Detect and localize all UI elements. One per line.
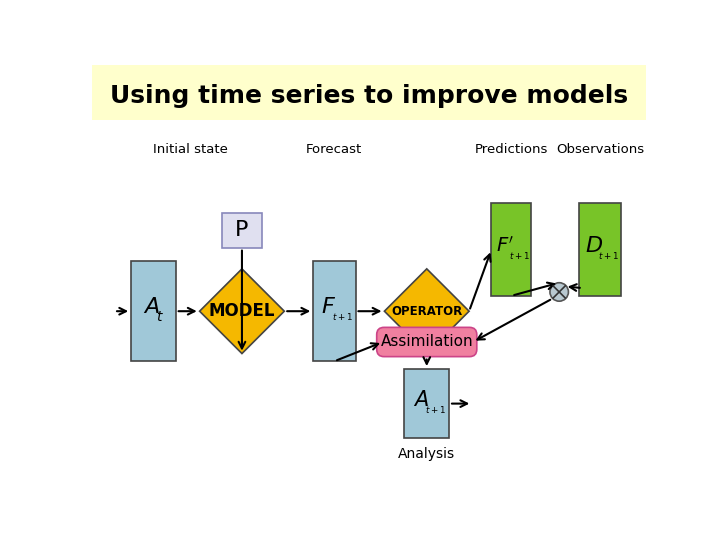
- Text: OPERATOR: OPERATOR: [391, 305, 462, 318]
- Text: Initial state: Initial state: [153, 143, 228, 156]
- Circle shape: [550, 283, 568, 301]
- FancyBboxPatch shape: [377, 327, 477, 356]
- FancyBboxPatch shape: [131, 261, 176, 361]
- Text: Using time series to improve models: Using time series to improve models: [110, 84, 628, 107]
- Text: Observations: Observations: [556, 143, 644, 156]
- Text: $A$: $A$: [413, 390, 429, 410]
- Text: $_{t+1}$: $_{t+1}$: [508, 249, 530, 262]
- Text: $F$: $F$: [321, 298, 336, 318]
- FancyBboxPatch shape: [222, 213, 262, 248]
- Text: Analysis: Analysis: [398, 447, 455, 461]
- FancyBboxPatch shape: [92, 65, 647, 120]
- Text: Predictions: Predictions: [474, 143, 548, 156]
- Polygon shape: [199, 269, 284, 354]
- Text: $D$: $D$: [585, 236, 603, 256]
- FancyBboxPatch shape: [492, 204, 531, 296]
- Text: Forecast: Forecast: [306, 143, 362, 156]
- Text: $t$: $t$: [156, 309, 164, 323]
- FancyBboxPatch shape: [313, 261, 356, 361]
- Polygon shape: [384, 269, 469, 354]
- Text: $F'$: $F'$: [496, 236, 514, 256]
- FancyBboxPatch shape: [579, 204, 621, 296]
- Text: P: P: [235, 220, 248, 240]
- Text: $_{t+1}$: $_{t+1}$: [426, 403, 446, 416]
- Text: $_{t+1}$: $_{t+1}$: [598, 249, 619, 262]
- Text: $_{t+1}$: $_{t+1}$: [331, 310, 353, 323]
- Text: Assimilation: Assimilation: [380, 334, 473, 349]
- Text: MODEL: MODEL: [209, 302, 275, 320]
- Text: $A$: $A$: [143, 298, 160, 318]
- FancyBboxPatch shape: [405, 369, 449, 438]
